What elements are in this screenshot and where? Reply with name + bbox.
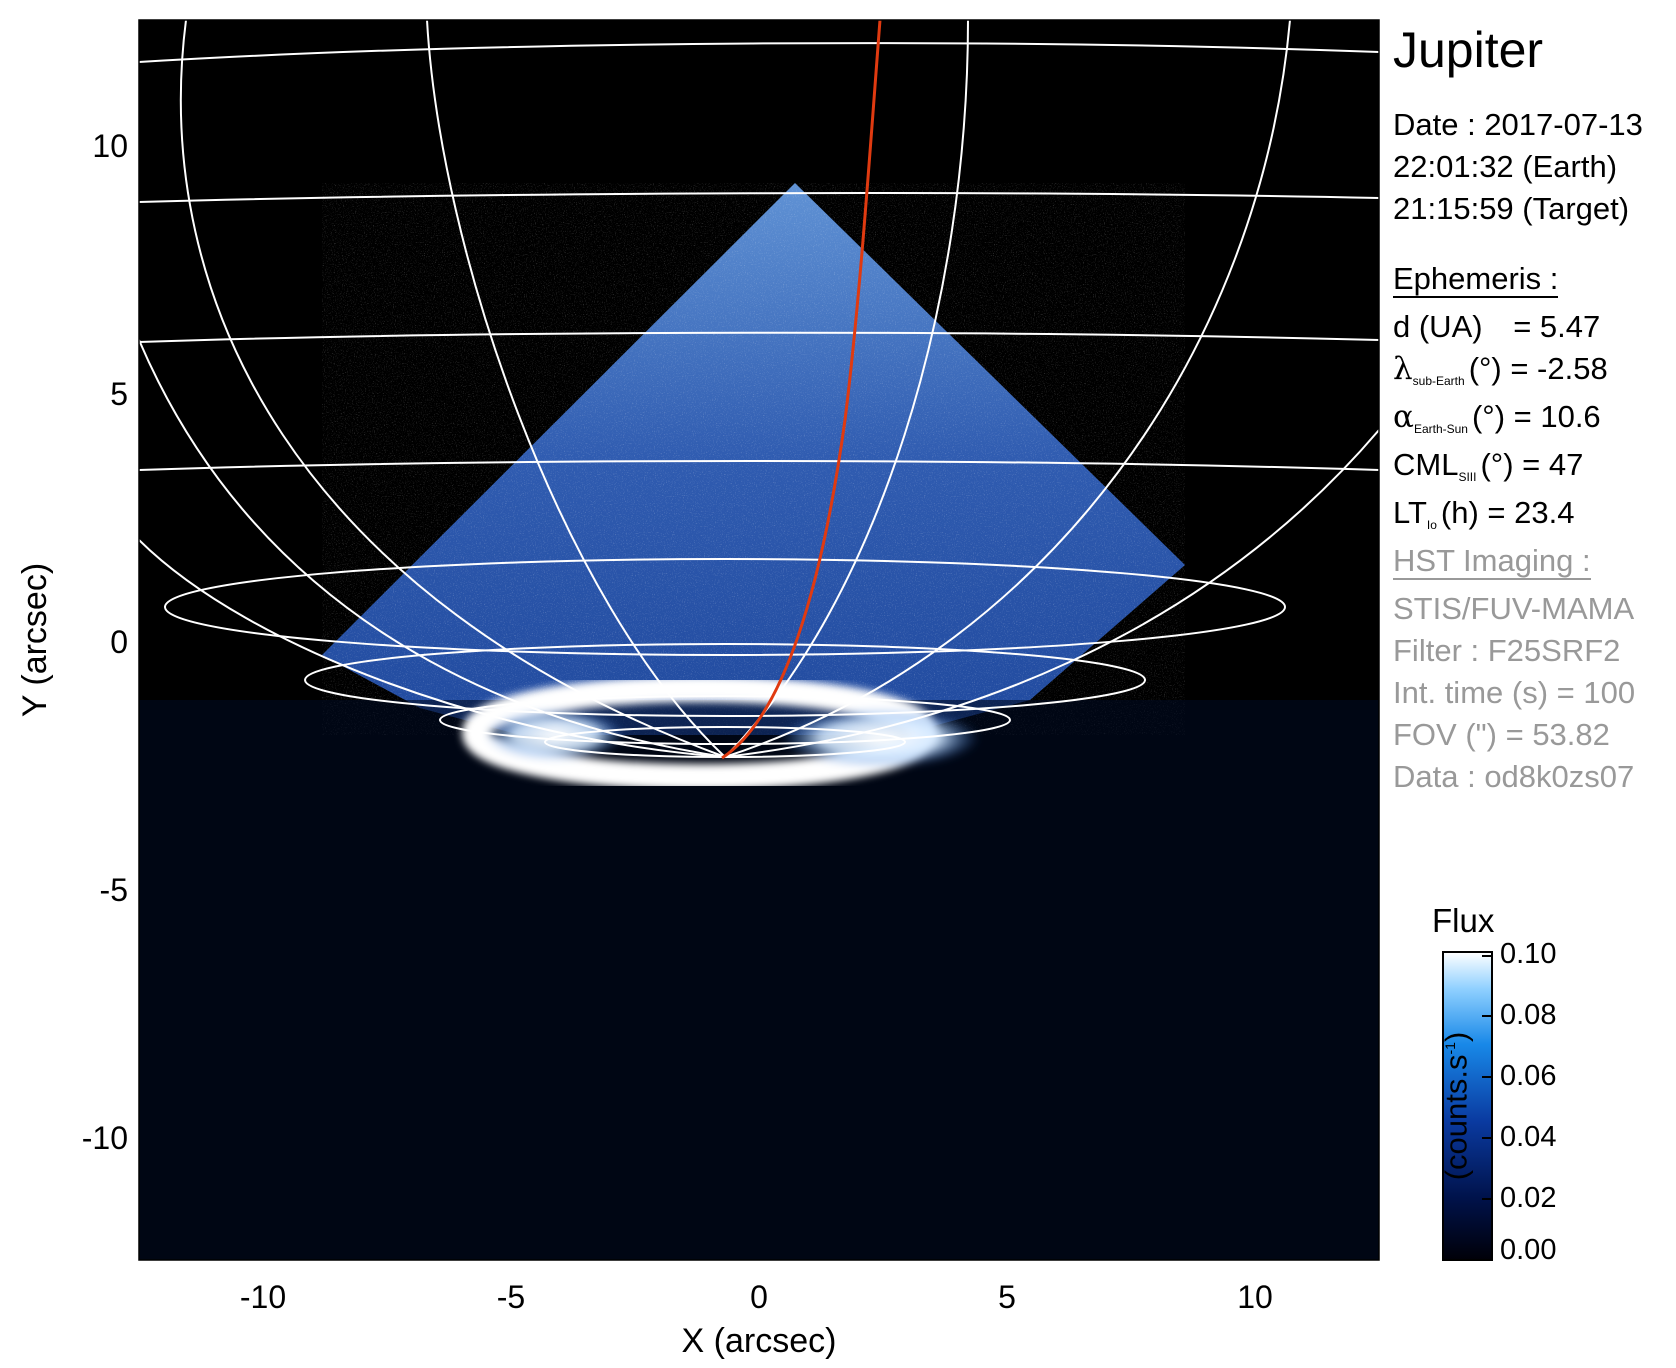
colorbar-unit: (counts.s-1)	[1438, 1032, 1474, 1181]
colorbar	[1442, 951, 1493, 1261]
colorbar-unit-main: (counts.s	[1438, 1054, 1474, 1181]
distance-row: d (UA) = 5.47	[1393, 306, 1608, 348]
x-tick-label: 10	[1237, 1279, 1273, 1315]
colorbar-unit-exponent: -1	[1441, 1042, 1458, 1055]
cml-symbol: CML	[1393, 447, 1459, 482]
auroral-oval	[462, 676, 980, 790]
date-block: Date : 2017-07-13 22:01:32 (Earth) 21:15…	[1393, 104, 1643, 230]
distance-label: d (UA)	[1393, 309, 1483, 344]
lt-symbol: LT	[1393, 495, 1427, 530]
y-tick-label: 5	[110, 376, 128, 412]
cml-value: (°) = 47	[1480, 447, 1584, 482]
hst-header: HST Imaging :	[1393, 543, 1591, 580]
x-tick-label: -10	[240, 1279, 286, 1315]
field-of-view: FOV (") = 53.82	[1393, 717, 1610, 752]
ephemeris-header: Ephemeris :	[1393, 261, 1559, 298]
colorbar-unit-close: )	[1438, 1031, 1474, 1043]
cml-subscript: SIII	[1458, 470, 1477, 484]
cml-row: CMLSIII (°) = 47	[1393, 444, 1608, 492]
hst-imaging-block: HST Imaging : STIS/FUV-MAMA Filter : F25…	[1393, 540, 1635, 798]
y-axis-label: Y (arcsec)	[16, 563, 54, 717]
target-name: Jupiter	[1393, 22, 1544, 78]
meridian-grid	[139, 20, 1379, 758]
io-local-time-row: LTIo (h) = 23.4	[1393, 492, 1608, 540]
io-footprint-trace	[721, 20, 882, 760]
sub-earth-latitude-row: λsub-Earth (°) = -2.58	[1393, 348, 1608, 396]
x-tick-label: -5	[497, 1279, 525, 1315]
colorbar-tick-label: 0.02	[1500, 1182, 1557, 1214]
y-tick-label: -5	[100, 872, 128, 908]
alpha-value: (°) = 10.6	[1471, 399, 1601, 434]
observation-date: Date : 2017-07-13	[1393, 107, 1643, 142]
alpha-symbol: α	[1393, 399, 1414, 435]
y-tick-label: 10	[92, 128, 128, 164]
lambda-subscript: sub-Earth	[1412, 374, 1465, 388]
x-axis-label: X (arcsec)	[682, 1322, 837, 1360]
x-tick-label: 5	[998, 1279, 1016, 1315]
dark-noise	[139, 700, 1379, 1260]
colorbar-tick-label: 0.10	[1500, 938, 1557, 970]
x-tick-label: 0	[750, 1279, 768, 1315]
y-tick-labels: 10 5 0 -5 -10	[82, 128, 128, 1156]
colorbar-title: Flux	[1432, 902, 1495, 939]
colorbar-tick-label: 0.00	[1500, 1234, 1557, 1266]
y-tick-label: 0	[110, 624, 128, 660]
colorbar-tick-label: 0.04	[1500, 1121, 1557, 1153]
distance-value: = 5.47	[1513, 309, 1601, 344]
phase-angle-row: αEarth-Sun (°) = 10.6	[1393, 396, 1608, 444]
image-content	[139, 20, 1379, 1260]
alpha-subscript: Earth-Sun	[1413, 422, 1468, 436]
observed-noise	[322, 183, 1185, 735]
lambda-value: (°) = -2.58	[1468, 351, 1608, 386]
plot-frame	[138, 19, 1380, 1261]
y-tick-label: -10	[82, 1120, 128, 1156]
instrument: STIS/FUV-MAMA	[1393, 591, 1635, 626]
integration-time: Int. time (s) = 100	[1393, 675, 1636, 710]
target-time: 21:15:59 (Target)	[1393, 191, 1630, 226]
lt-value: (h) = 23.4	[1440, 495, 1575, 530]
lt-subscript: Io	[1426, 518, 1437, 532]
filter: Filter : F25SRF2	[1393, 633, 1621, 668]
colorbar-ticks	[1482, 955, 1492, 1200]
earth-time: 22:01:32 (Earth)	[1393, 149, 1618, 184]
x-tick-labels: -10 -5 0 5 10	[240, 1279, 1273, 1315]
dataset-id: Data : od8k0zs07	[1393, 759, 1635, 794]
ephemeris-block: Ephemeris : d (UA) = 5.47 λsub-Earth (°) …	[1393, 258, 1608, 540]
lambda-symbol: λ	[1393, 351, 1413, 387]
colorbar-tick-label: 0.08	[1500, 999, 1557, 1031]
colorbar-tick-label: 0.06	[1500, 1060, 1557, 1092]
